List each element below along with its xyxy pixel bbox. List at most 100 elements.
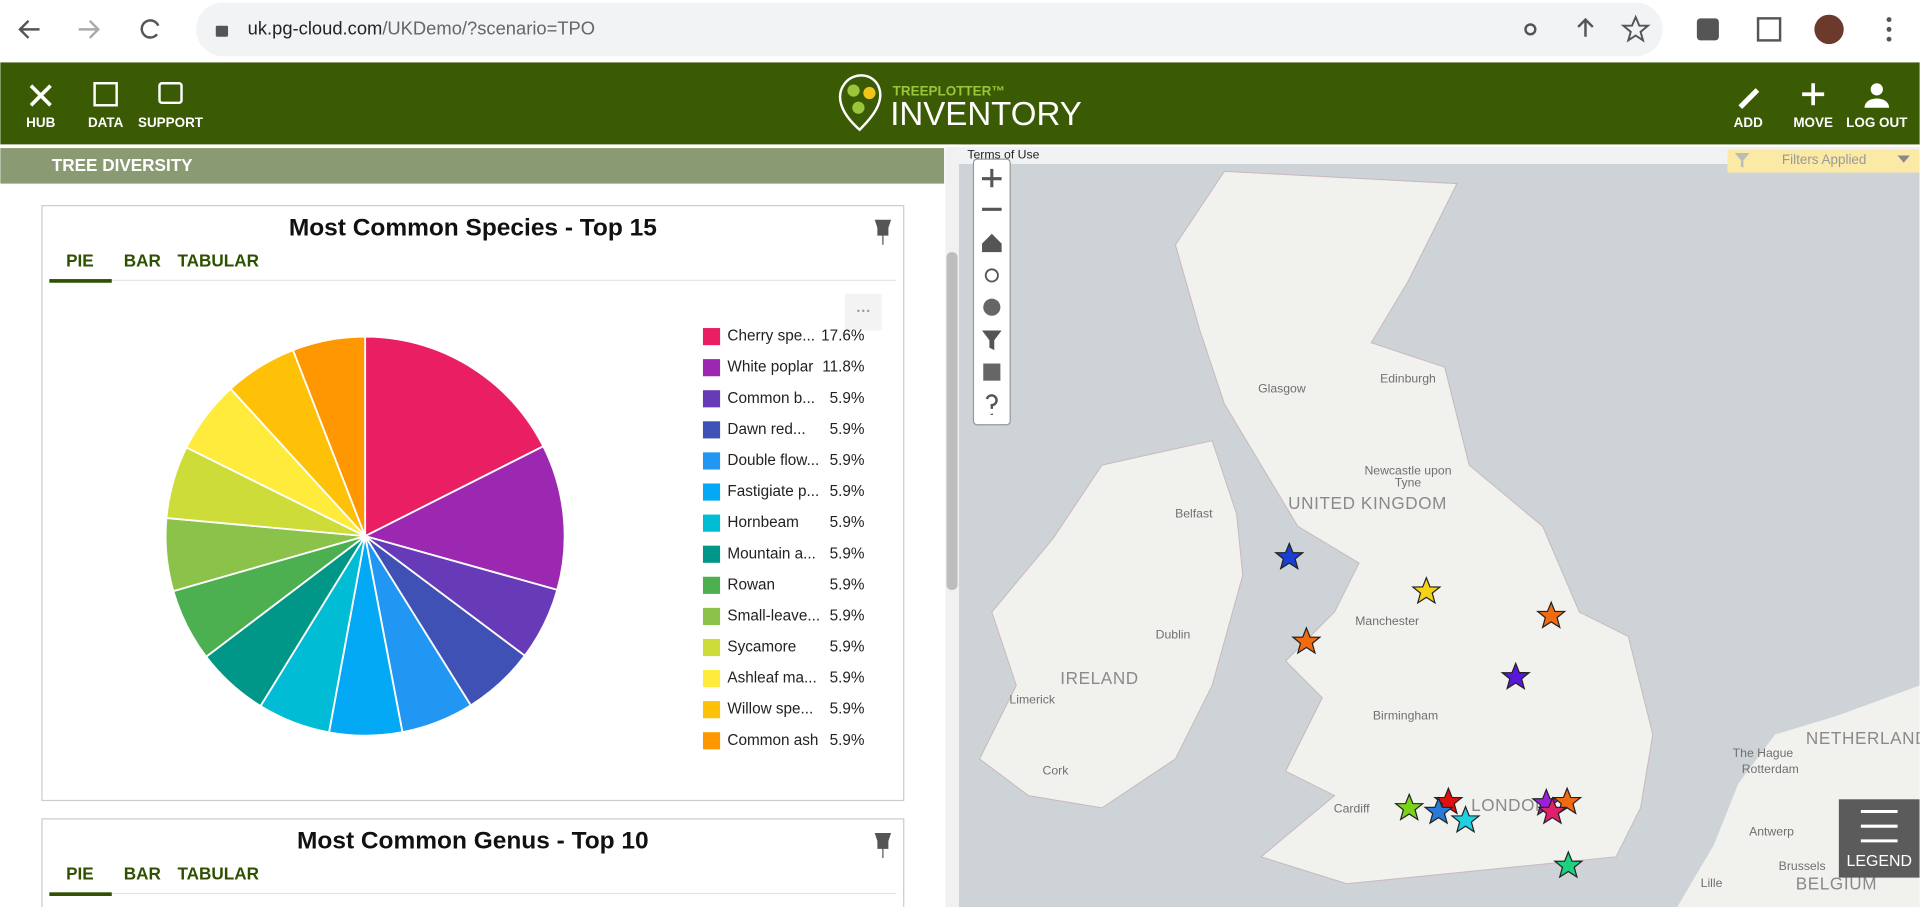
- legend-swatch[interactable]: [702, 514, 721, 532]
- legend-label[interactable]: Dawn red...: [727, 421, 805, 438]
- home-button[interactable]: [982, 233, 1002, 253]
- tab-bar[interactable]: BAR: [124, 864, 162, 884]
- scrollbar-thumb[interactable]: [946, 252, 958, 590]
- terms-link[interactable]: Terms of Use: [967, 148, 1039, 162]
- locate-button[interactable]: [984, 268, 999, 283]
- nav-add[interactable]: ADD: [1734, 115, 1763, 130]
- nav-hub[interactable]: HUB: [26, 115, 55, 130]
- legend-value: 5.9%: [830, 545, 865, 562]
- tab-tabular[interactable]: TABULAR: [177, 250, 259, 270]
- logo-dot: [847, 84, 860, 97]
- logo-dot: [852, 101, 865, 114]
- map-label: Edinburgh: [1380, 372, 1436, 386]
- map-label: UNITED KINGDOM: [1288, 493, 1447, 513]
- map-land: [1174, 170, 1654, 885]
- tab-pie[interactable]: PIE: [66, 864, 94, 884]
- legend-label[interactable]: Mountain a...: [727, 545, 815, 562]
- legend-label[interactable]: Cherry spe...: [727, 328, 815, 345]
- panel-title: Most Common Genus - Top 10: [297, 828, 649, 855]
- legend-label[interactable]: Willow spe...: [727, 701, 813, 718]
- legend-swatch[interactable]: [702, 483, 721, 501]
- filter-button[interactable]: [982, 330, 1002, 351]
- forward-button[interactable]: [78, 19, 101, 39]
- legend-label[interactable]: Double flow...: [727, 452, 819, 469]
- legend-swatch[interactable]: [702, 732, 721, 750]
- back-button[interactable]: [18, 19, 40, 39]
- tab-tabular[interactable]: TABULAR: [177, 864, 259, 884]
- legend-value: 5.9%: [830, 421, 865, 438]
- share-icon[interactable]: [1577, 17, 1594, 37]
- nav-data[interactable]: DATA: [88, 115, 124, 130]
- help-button[interactable]: [985, 394, 998, 415]
- layers-button[interactable]: [983, 363, 1001, 381]
- legend-swatch[interactable]: [702, 390, 721, 408]
- legend-swatch[interactable]: [702, 545, 721, 563]
- lock-icon: [215, 25, 229, 37]
- legend-label[interactable]: Rowan: [727, 576, 775, 593]
- legend-value: 5.9%: [830, 452, 865, 469]
- sidepanel-icon[interactable]: [1756, 17, 1782, 42]
- legend-swatch[interactable]: [702, 607, 721, 625]
- legend-label[interactable]: Ashleaf ma...: [727, 670, 816, 687]
- hub-icon[interactable]: [29, 84, 52, 107]
- filters-bar[interactable]: [1727, 149, 1920, 173]
- legend-swatch[interactable]: [702, 670, 721, 688]
- map-label: Brussels: [1779, 859, 1826, 873]
- profile-avatar[interactable]: [1814, 14, 1844, 45]
- tab-pie[interactable]: PIE: [66, 250, 94, 270]
- tab-active-indicator: [49, 892, 112, 896]
- legend-swatch[interactable]: [702, 638, 721, 657]
- tab-bar[interactable]: BAR: [124, 250, 162, 270]
- legend-label[interactable]: Hornbeam: [727, 514, 798, 531]
- logo-dot: [863, 86, 876, 100]
- map-label: Newcastle upon: [1364, 463, 1451, 477]
- url-host: uk.pg-cloud.com: [248, 17, 383, 38]
- pin-icon[interactable]: [874, 219, 892, 245]
- legend-label[interactable]: Small-leave...: [727, 607, 820, 624]
- bookmark-icon[interactable]: [1620, 14, 1651, 43]
- map-label: Glasgow: [1258, 381, 1306, 395]
- legend-swatch[interactable]: [702, 452, 721, 470]
- support-icon[interactable]: [158, 82, 183, 105]
- map-label: NETHERLAND: [1806, 728, 1920, 748]
- pie-chart: [164, 335, 566, 737]
- data-icon[interactable]: [93, 82, 118, 107]
- map-label: IRELAND: [1060, 668, 1139, 688]
- address-bar[interactable]: [196, 2, 1663, 57]
- key-icon[interactable]: [1524, 23, 1537, 36]
- map-label: Cork: [1043, 763, 1070, 777]
- legend-swatch[interactable]: [702, 421, 721, 439]
- move-icon[interactable]: [1802, 83, 1825, 106]
- map-label: Dublin: [1156, 628, 1191, 642]
- pie-slice: [364, 335, 545, 538]
- filters-toggle[interactable]: [1897, 155, 1910, 163]
- menu-icon[interactable]: [1886, 17, 1892, 42]
- pie-slice: [291, 335, 367, 537]
- url: uk.pg-cloud.com/UKDemo/?scenario=TPO: [248, 17, 595, 38]
- extensions-icon[interactable]: [1696, 18, 1719, 41]
- reload-button[interactable]: [140, 19, 160, 39]
- logout-icon[interactable]: [1864, 83, 1890, 108]
- legend-swatch[interactable]: [702, 359, 721, 377]
- basemap-button[interactable]: [983, 298, 1001, 316]
- legend-label[interactable]: Fastigiate p...: [727, 483, 819, 500]
- legend-swatch[interactable]: [702, 576, 721, 594]
- zoom-in[interactable]: [982, 168, 1002, 188]
- pin-icon[interactable]: [874, 832, 892, 859]
- legend-label[interactable]: Common b...: [727, 390, 815, 407]
- nav-logout[interactable]: LOG OUT: [1846, 115, 1908, 130]
- add-icon[interactable]: [1738, 88, 1760, 109]
- legend-value: 11.8%: [822, 359, 865, 376]
- legend-swatch[interactable]: [702, 328, 721, 346]
- logo-large: INVENTORY: [890, 96, 1082, 133]
- legend-label[interactable]: Sycamore: [727, 639, 796, 656]
- nav-move[interactable]: MOVE: [1793, 115, 1833, 130]
- nav-support[interactable]: SUPPORT: [138, 115, 204, 130]
- url-path: /UKDemo/?scenario=TPO: [382, 17, 595, 38]
- legend-label[interactable]: Common ash: [727, 732, 818, 749]
- legend-label[interactable]: White poplar: [727, 359, 813, 376]
- panel-title: Most Common Species - Top 15: [289, 214, 657, 241]
- legend-swatch[interactable]: [702, 701, 721, 719]
